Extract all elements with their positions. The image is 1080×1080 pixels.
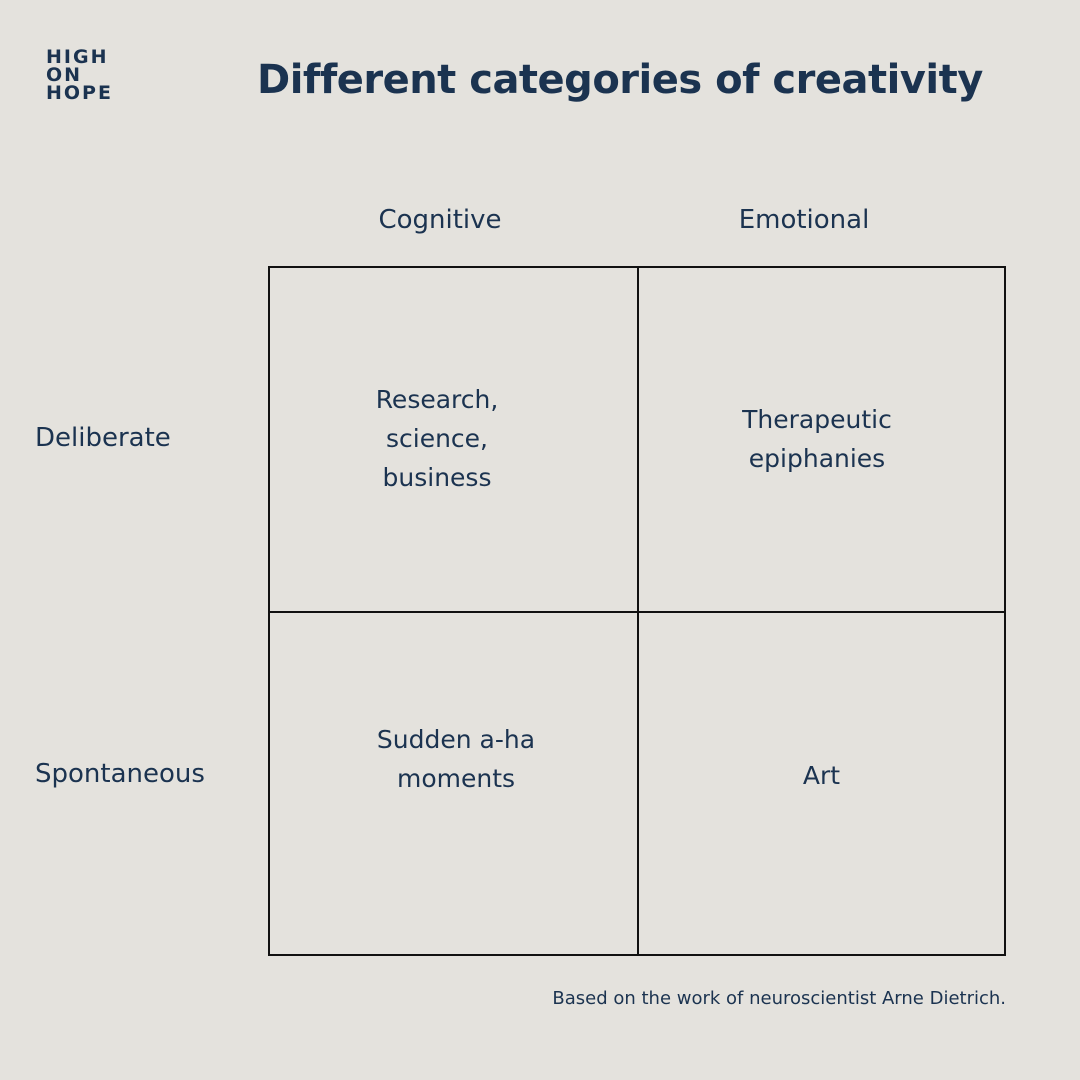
row-header-spontaneous: Spontaneous xyxy=(35,759,205,789)
cell-spontaneous-cognitive: Sudden a-ha moments xyxy=(376,725,536,793)
logo-line-hope: HOPE xyxy=(46,82,113,104)
logo-line-high: HIGH xyxy=(46,46,109,68)
row-header-deliberate: Deliberate xyxy=(35,423,171,453)
column-header-emotional: Emotional xyxy=(738,205,870,235)
creativity-matrix: Research, science, business Therapeutic … xyxy=(268,266,1006,956)
cell-deliberate-cognitive: Research, science, business xyxy=(375,385,499,492)
source-footnote: Based on the work of neuroscientist Arne… xyxy=(552,988,1006,1009)
matrix-horizontal-divider xyxy=(270,611,1004,613)
page-title: Different categories of creativity xyxy=(257,57,983,103)
cell-deliberate-emotional: Therapeutic epiphanies xyxy=(742,405,892,473)
logo-line-on: ON xyxy=(46,64,83,86)
brand-logo: HIGH ON HOPE xyxy=(46,46,113,104)
column-header-cognitive: Cognitive xyxy=(378,205,502,235)
cell-spontaneous-emotional: Art xyxy=(802,761,841,790)
